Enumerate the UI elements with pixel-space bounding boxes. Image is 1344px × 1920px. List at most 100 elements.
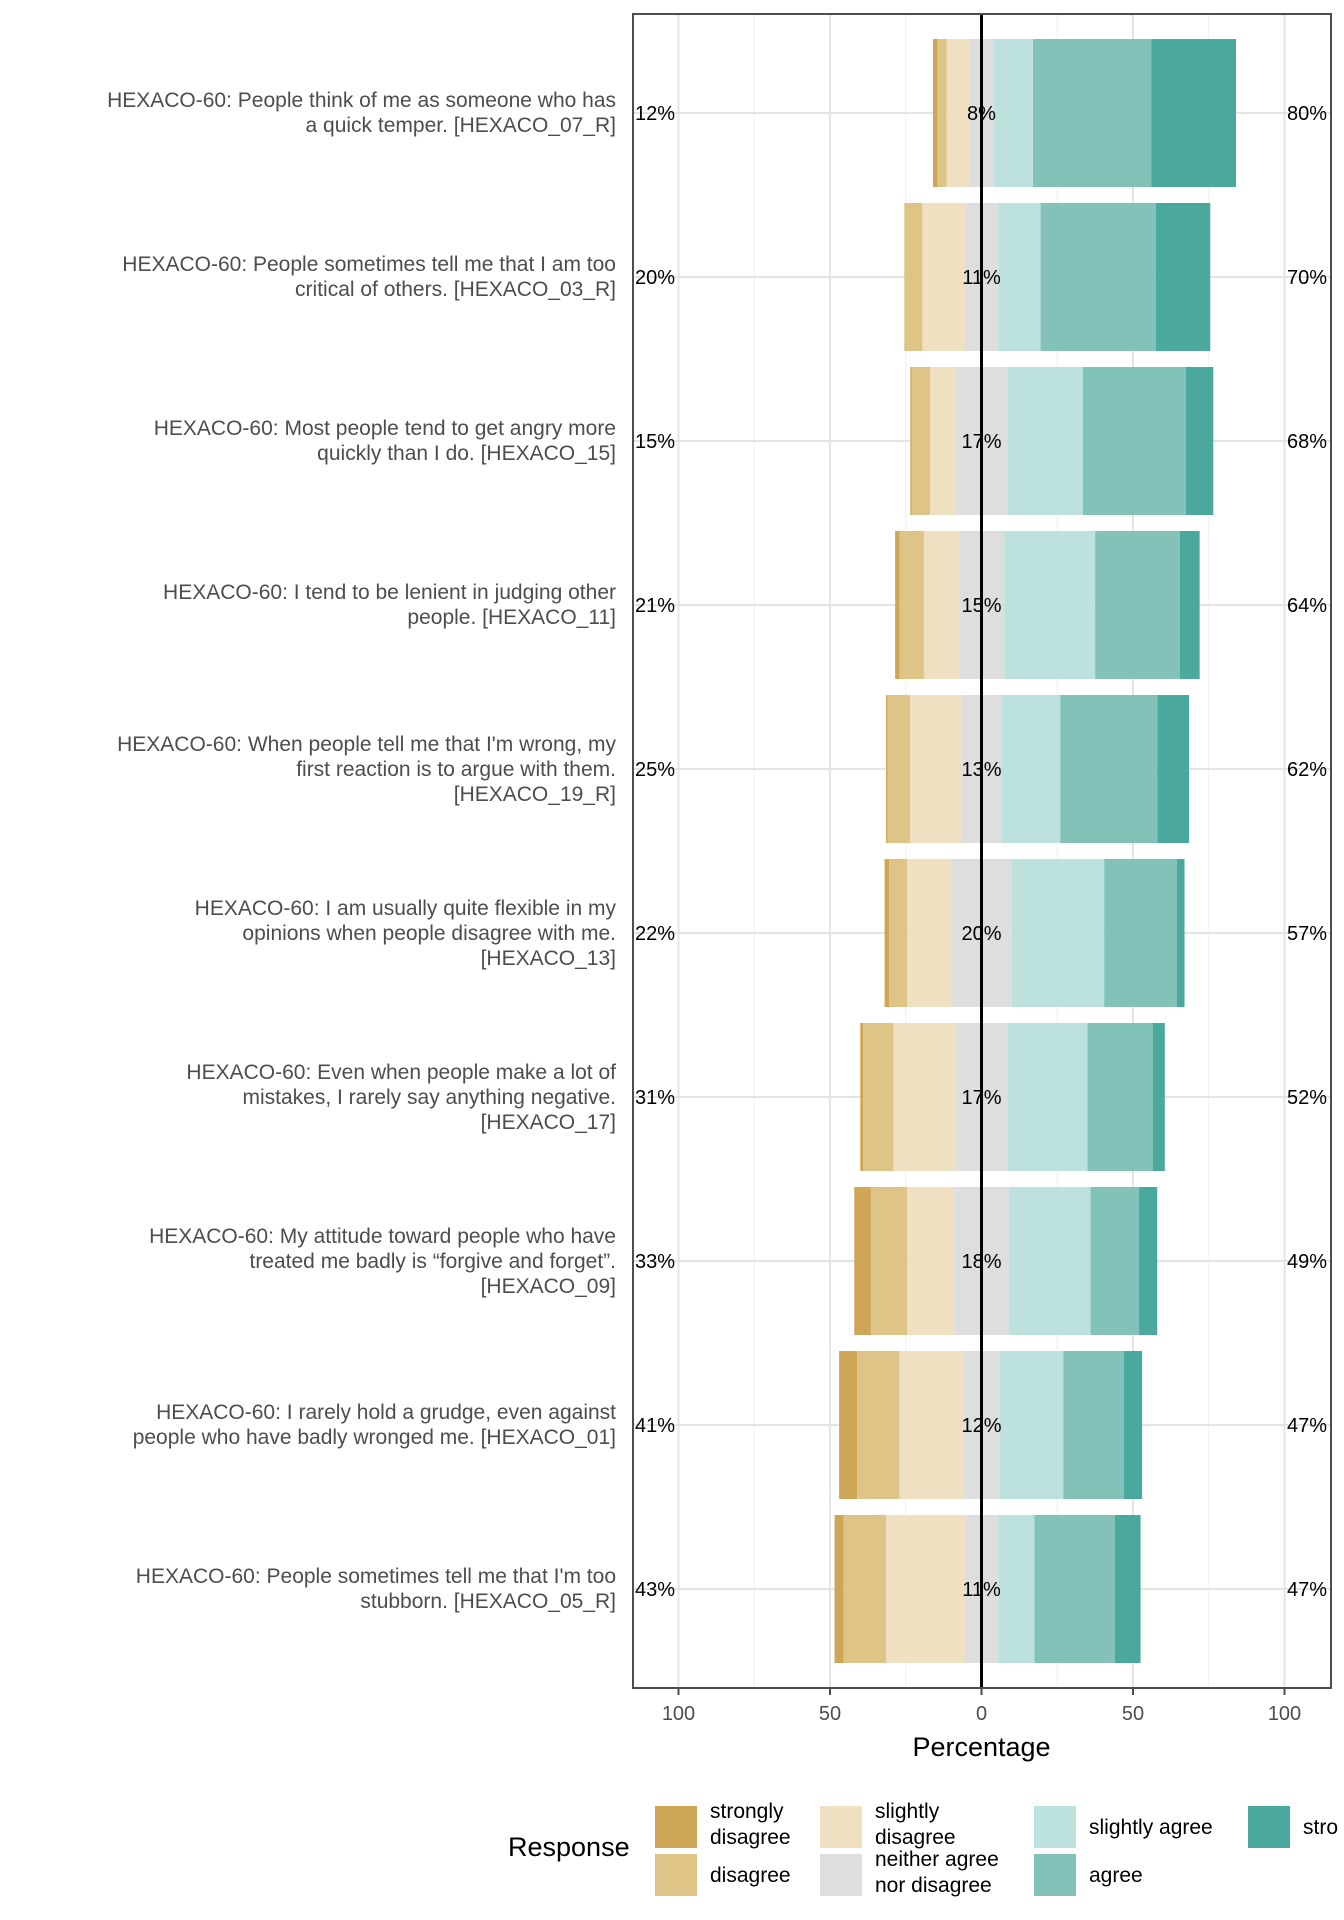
bar-segment-slightly-disagree (893, 1023, 956, 1171)
item-label: HEXACO-60: I rarely hold a grudge, even … (26, 1400, 616, 1450)
bar-segment-slightly-agree (1008, 1187, 1091, 1335)
bar-segment-slightly-disagree (899, 1351, 964, 1499)
bar-segment-slightly-disagree (910, 695, 962, 843)
bar-segment-strongly-agree (1155, 203, 1211, 351)
right-percent-label: 47% (1287, 1415, 1327, 1437)
bar-segment-agree (1063, 1351, 1124, 1499)
item-label-line: people. [HEXACO_11] (407, 606, 616, 629)
bar-segment-slightly-disagree (886, 1515, 965, 1663)
legend-swatch (820, 1806, 862, 1848)
bar-segment-agree (1083, 367, 1187, 515)
bar-segment-strongly-disagree (860, 1023, 864, 1171)
right-percent-label: 49% (1287, 1251, 1327, 1273)
bar-segment-strongly-agree (1152, 1023, 1165, 1171)
bar-segment-agree (1090, 1187, 1140, 1335)
bar-segment-strongly-disagree (884, 859, 890, 1007)
left-percent-label: 15% (635, 431, 675, 453)
legend-title: Response (508, 1832, 630, 1862)
item-label-line: HEXACO-60: People sometimes tell me that… (135, 1565, 616, 1588)
item-label-line: HEXACO-60: I rarely hold a grudge, even … (156, 1401, 616, 1424)
x-tick-label: 50 (1122, 1703, 1144, 1725)
item-bar-group (854, 1187, 1158, 1335)
bar-segment-slightly-disagree (946, 39, 970, 187)
bar-segment-strongly-disagree (910, 367, 912, 515)
legend-item: strongly disagree (655, 1800, 791, 1849)
bar-segment-disagree (863, 1023, 894, 1171)
bar-segment-slightly-agree (1007, 1023, 1088, 1171)
legend-swatch (820, 1854, 862, 1896)
bar-segment-strongly-agree (1139, 1187, 1158, 1335)
x-axis-title: Percentage (912, 1732, 1050, 1762)
bar-segment-strongly-disagree (839, 1351, 858, 1499)
item-bar-group (933, 39, 1237, 187)
item-label-line: [HEXACO_13] (480, 946, 616, 970)
bar-segment-disagree (899, 531, 924, 679)
item-label-line: a quick temper. [HEXACO_07_R] (305, 114, 616, 137)
x-tick-label: 100 (662, 1703, 695, 1725)
x-tick-label: 100 (1268, 1703, 1301, 1725)
item-bar-group (910, 367, 1214, 515)
legend-label: stro (1303, 1816, 1338, 1839)
bar-segment-disagree (937, 39, 947, 187)
bar-segment-strongly-disagree (886, 695, 888, 843)
item-label-line: HEXACO-60: I tend to be lenient in judgi… (163, 581, 616, 604)
left-percent-label: 21% (635, 595, 675, 617)
bar-segment-strongly-agree (1151, 39, 1237, 187)
item-label-line: mistakes, I rarely say anything negative… (242, 1085, 616, 1109)
bar-segment-strongly-disagree (933, 39, 938, 187)
item-label-line: HEXACO-60: Most people tend to get angry… (153, 417, 616, 440)
item-label: HEXACO-60: I am usually quite flexible i… (26, 896, 616, 971)
bar-segment-slightly-disagree (907, 859, 952, 1007)
legend-label: disagree (710, 1864, 791, 1887)
legend-label: disagree (710, 1826, 791, 1849)
left-percent-label: 20% (635, 267, 675, 289)
item-label-line: [HEXACO_17] (480, 1110, 616, 1134)
item-label: HEXACO-60: People think of me as someone… (26, 88, 616, 138)
right-percent-label: 80% (1287, 103, 1327, 125)
bar-segment-strongly-agree (1157, 695, 1190, 843)
item-label-line: quickly than I do. [HEXACO_15] (317, 442, 616, 465)
legend-label: slightly (875, 1800, 940, 1823)
bar-segment-slightly-agree (999, 1351, 1064, 1499)
x-tick-label: 50 (819, 1703, 841, 1725)
item-label-line: HEXACO-60: People sometimes tell me that… (122, 253, 616, 276)
bar-segment-agree (1033, 39, 1152, 187)
right-percent-label: 57% (1287, 923, 1327, 945)
bar-segment-disagree (843, 1515, 887, 1663)
bar-segment-strongly-agree (1114, 1515, 1141, 1663)
bar-segment-slightly-agree (1004, 531, 1096, 679)
item-label: HEXACO-60: My attitude toward people who… (26, 1224, 616, 1299)
bar-segment-slightly-agree (998, 203, 1041, 351)
legend-swatch (655, 1854, 697, 1896)
left-percent-label: 31% (635, 1087, 675, 1109)
item-label-line: HEXACO-60: My attitude toward people who… (149, 1224, 616, 1248)
x-tick-label: 0 (976, 1703, 987, 1725)
right-percent-label: 62% (1287, 759, 1327, 781)
right-percent-label: 64% (1287, 595, 1327, 617)
item-label-line: [HEXACO_19_R] (453, 782, 616, 806)
bar-segment-disagree (911, 367, 930, 515)
legend-label: strongly (710, 1800, 784, 1823)
legend-item: agree (1034, 1854, 1143, 1896)
item-label-line: HEXACO-60: When people tell me that I'm … (117, 732, 616, 756)
left-percent-label: 12% (635, 103, 675, 125)
item-bar-group (886, 695, 1190, 843)
legend-swatch (1248, 1806, 1290, 1848)
bar-segment-slightly-agree (1007, 367, 1084, 515)
legend-swatch (1034, 1854, 1076, 1896)
left-percent-label: 25% (635, 759, 675, 781)
legend-item: slightly agree (1034, 1806, 1213, 1848)
bar-segment-agree (1040, 203, 1156, 351)
left-percent-label: 41% (635, 1415, 675, 1437)
item-label: HEXACO-60: When people tell me that I'm … (26, 732, 616, 807)
legend-label: agree (1089, 1864, 1143, 1887)
item-label: HEXACO-60: Most people tend to get angry… (26, 416, 616, 466)
bar-segment-strongly-disagree (854, 1187, 871, 1335)
bar-segment-agree (1060, 695, 1158, 843)
bar-segment-agree (1034, 1515, 1115, 1663)
item-label-line: treated me badly is “forgive and forget”… (249, 1249, 616, 1273)
bar-segment-strongly-disagree (834, 1515, 844, 1663)
item-label-line: people who have badly wronged me. [HEXAC… (132, 1426, 616, 1449)
item-label-line: HEXACO-60: People think of me as someone… (107, 89, 616, 112)
item-label-line: HEXACO-60: I am usually quite flexible i… (194, 896, 616, 920)
